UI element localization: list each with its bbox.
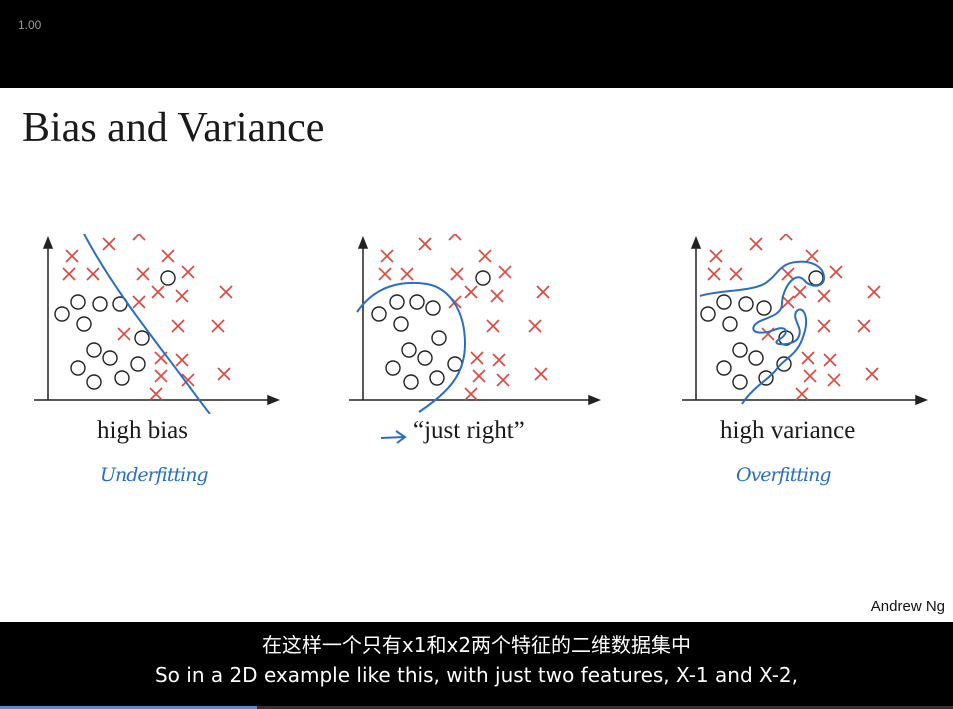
video-progress-fill (0, 706, 258, 709)
arrow-annotation (380, 430, 407, 444)
plot-just-right (349, 234, 602, 413)
handwriting-overfitting: Overfitting (736, 464, 831, 486)
slide-title: Bias and Variance (22, 105, 325, 151)
plot-high-variance (682, 234, 929, 406)
decision-boundary-line (83, 234, 211, 414)
handwriting-underfitting: Underfitting (100, 464, 209, 486)
playback-speed-label[interactable]: 1.00 (18, 18, 42, 32)
subtitle-chinese: 在这样一个只有x1和x2两个特征的二维数据集中 (261, 633, 692, 657)
video-progress-bar[interactable] (0, 706, 953, 709)
slide-author: Andrew Ng (870, 598, 945, 615)
plot-high-bias (34, 234, 281, 414)
video-top-bar: 1.00 (0, 0, 953, 88)
subtitle-english: So in a 2D example like this, with just … (154, 663, 799, 687)
subtitle-area: 在这样一个只有x1和x2两个特征的二维数据集中 So in a 2D examp… (0, 622, 953, 709)
caption-high-variance: high variance (720, 417, 856, 444)
decision-boundary-curve (356, 281, 467, 413)
lecture-slide: Bias and Variance (0, 88, 953, 622)
overfit-boundary-curve (699, 260, 826, 405)
caption-high-bias: high bias (97, 417, 188, 444)
caption-just-right: “just right” (413, 417, 525, 444)
